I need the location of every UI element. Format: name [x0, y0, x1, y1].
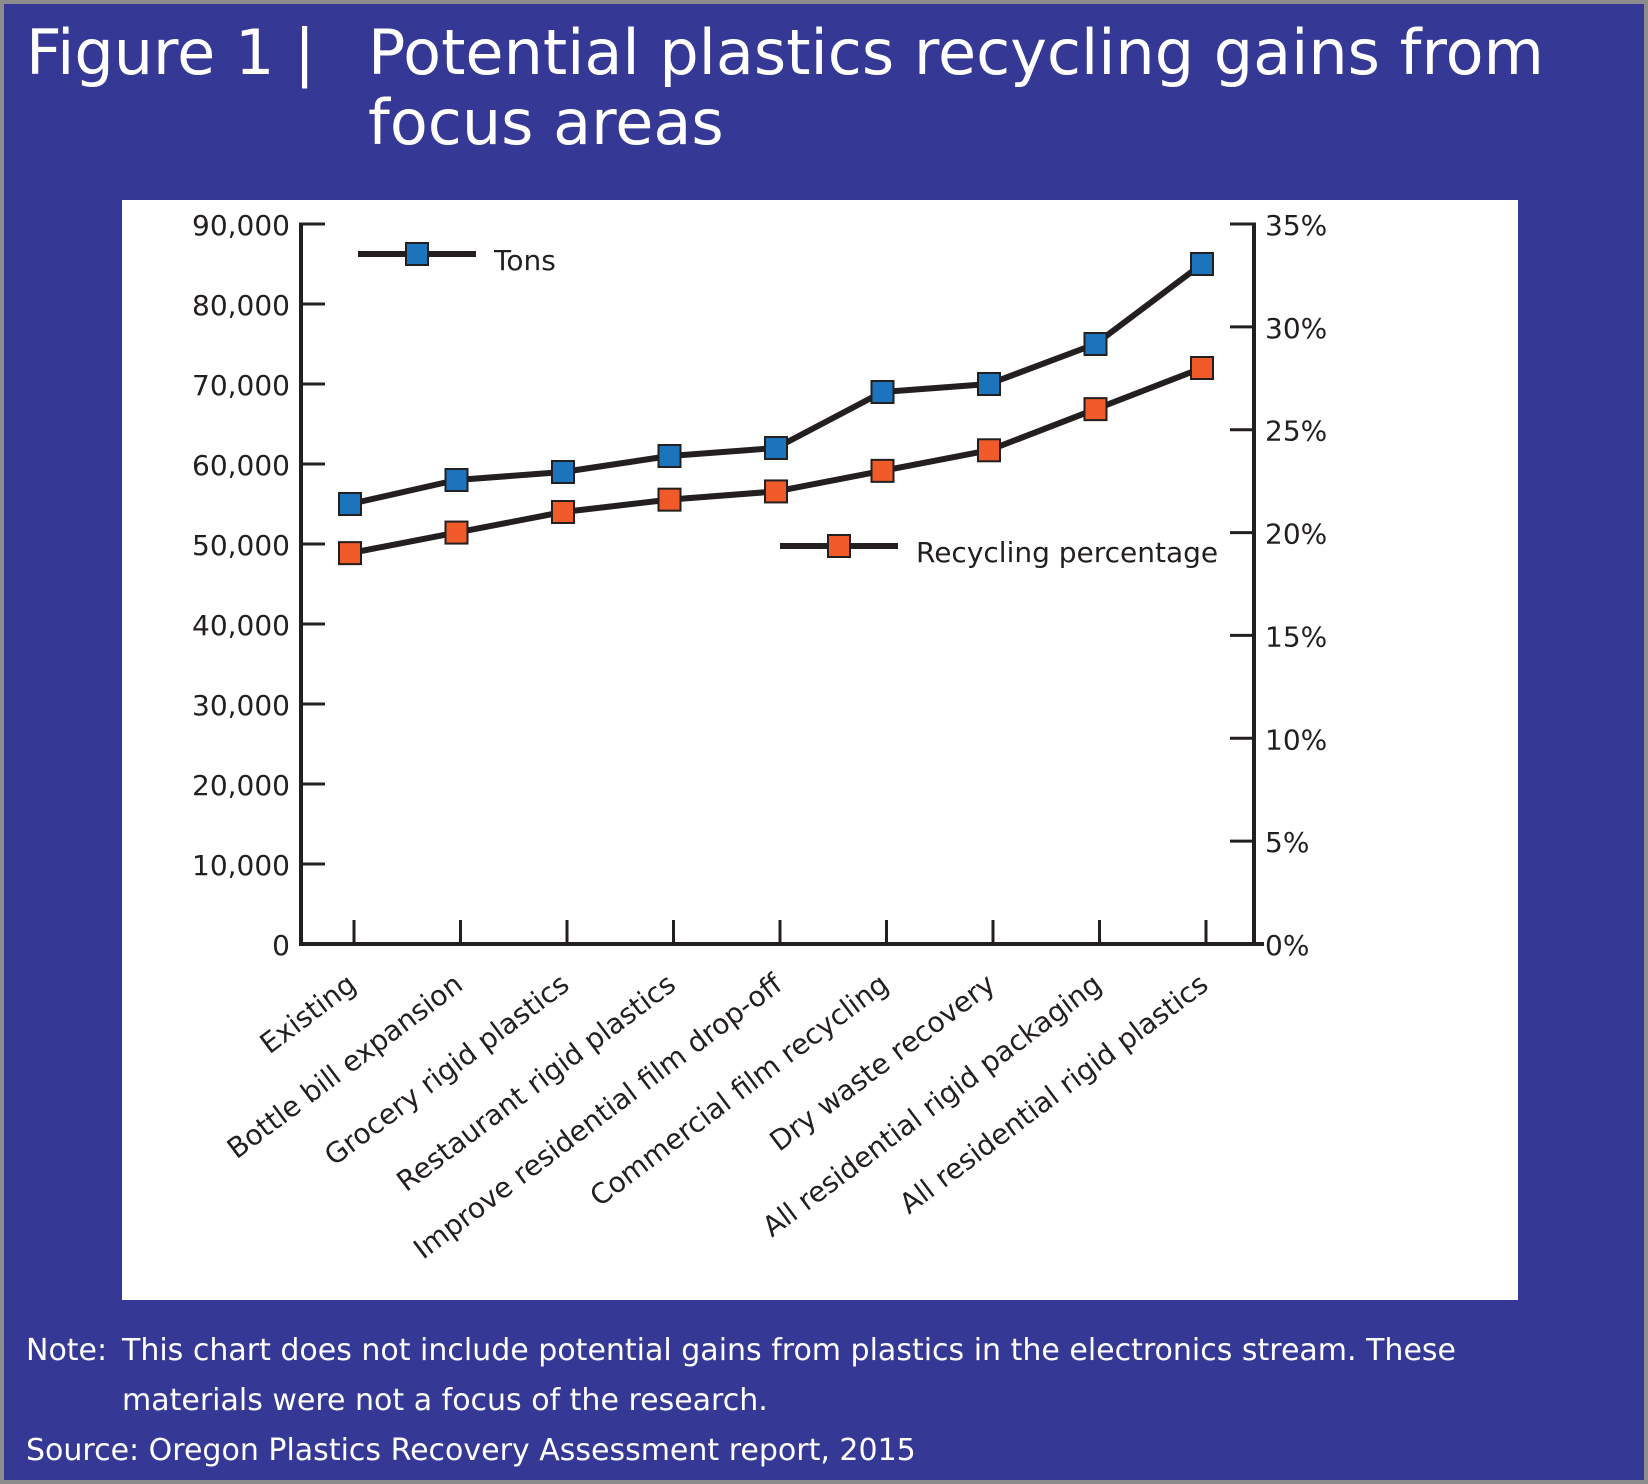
note-label: Note:	[26, 1333, 108, 1368]
series-line-1	[349, 365, 1204, 557]
series-1-point	[1083, 397, 1108, 422]
y-left-tick-label: 10,000	[192, 849, 290, 882]
footnote: Note: This chart does not include potent…	[26, 1326, 1626, 1476]
y-left-tick-label: 20,000	[192, 769, 290, 802]
series-line-0	[349, 261, 1204, 507]
source-text: Source: Oregon Plastics Recovery Assessm…	[26, 1433, 916, 1468]
line-chart: 0 10,000 20,000 30,000 40,000 50,000 60,000 70,…	[192, 209, 1327, 1266]
series-1-point	[551, 500, 575, 524]
legend-marker-1	[827, 534, 851, 558]
series-0-point	[1190, 252, 1214, 276]
y-left-tick-label: 90,000	[192, 209, 290, 242]
y-left-tick-label: 40,000	[192, 609, 290, 642]
series-0-point	[977, 372, 1001, 396]
axes: 0 10,000 20,000 30,000 40,000 50,000 60,000 70,…	[192, 209, 1327, 1266]
chart-panel: 0 10,000 20,000 30,000 40,000 50,000 60,000 70,…	[122, 200, 1518, 1300]
y-left-tick-label: 30,000	[192, 689, 290, 722]
series-lines	[349, 261, 1204, 557]
y-right-tick-label: 20%	[1265, 518, 1327, 551]
series-markers	[338, 252, 1214, 566]
legend-label-0: Tons	[493, 244, 556, 277]
series-1-point	[977, 438, 1001, 463]
series-0-point	[551, 460, 575, 484]
legend-marker-0	[405, 242, 429, 266]
figure-title: Potential plastics recycling gains from …	[368, 16, 1544, 159]
y-right-tick-label: 0%	[1265, 929, 1309, 962]
series-0-point	[1083, 332, 1108, 356]
y-left-tick-label: 70,000	[192, 369, 290, 402]
y-left-tick-label: 0	[272, 929, 290, 962]
series-1-point	[657, 487, 682, 512]
series-1-point	[338, 541, 362, 566]
y-right-tick-label: 15%	[1265, 620, 1327, 653]
series-0-point	[444, 468, 469, 492]
figure-number: Figure 1 |	[26, 16, 316, 89]
note-text: This chart does not include potential ga…	[122, 1333, 1456, 1418]
series-1-point	[870, 458, 895, 483]
series-0-point	[657, 444, 682, 468]
series-0-point	[870, 380, 895, 404]
series-1-point	[764, 479, 788, 504]
legend: Tons Recycling percentage	[358, 242, 1218, 569]
y-right-tick-label: 35%	[1265, 209, 1327, 242]
y-left-tick-label: 50,000	[192, 529, 290, 562]
series-1-point	[1190, 356, 1214, 380]
legend-label-1: Recycling percentage	[916, 536, 1218, 569]
series-0-point	[764, 436, 788, 460]
series-0-point	[338, 492, 362, 516]
y-right-tick-label: 10%	[1265, 723, 1327, 756]
series-1-point	[444, 520, 469, 545]
y-right-tick-label: 5%	[1265, 826, 1309, 859]
y-right-tick-label: 30%	[1265, 312, 1327, 345]
y-left-tick-label: 80,000	[192, 289, 290, 322]
y-right-tick-label: 25%	[1265, 415, 1327, 448]
note: Note: This chart does not include potent…	[26, 1326, 1626, 1426]
y-left-tick-label: 60,000	[192, 449, 290, 482]
